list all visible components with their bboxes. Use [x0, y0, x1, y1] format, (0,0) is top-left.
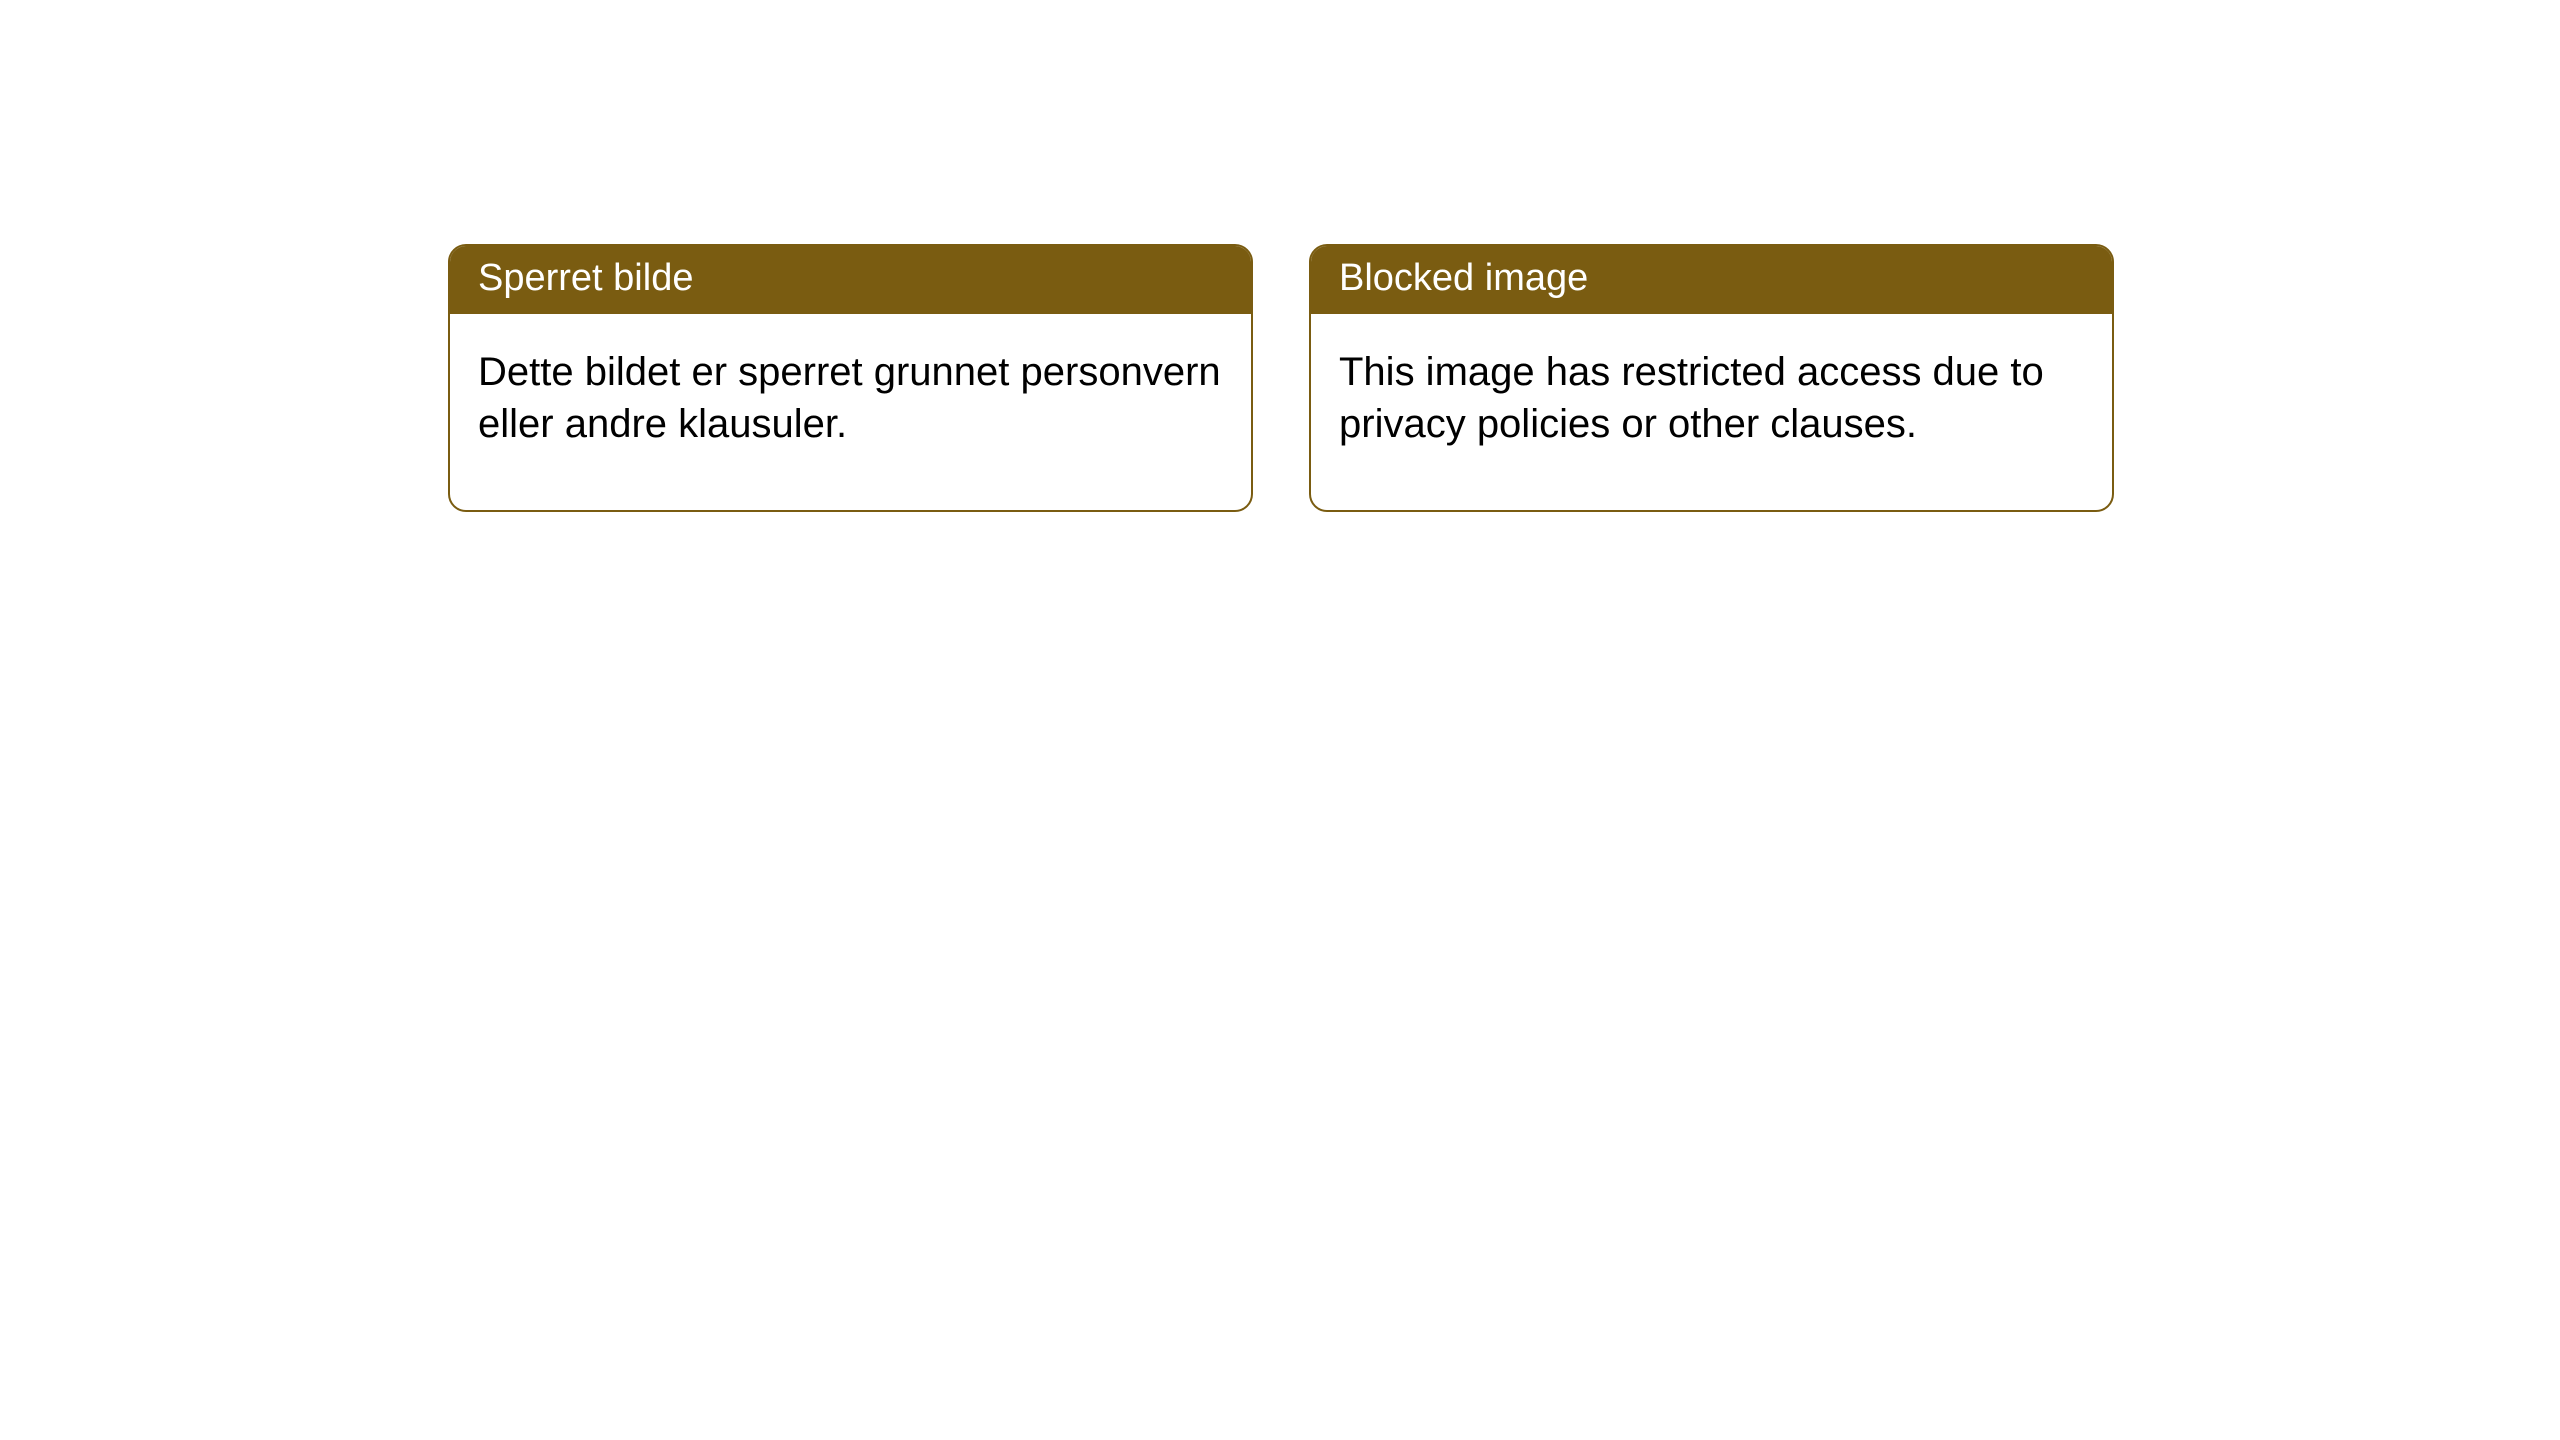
notice-body-english: This image has restricted access due to …	[1311, 314, 2112, 510]
notice-title-norwegian: Sperret bilde	[450, 246, 1251, 314]
notice-title-english: Blocked image	[1311, 246, 2112, 314]
notice-card-norwegian: Sperret bilde Dette bildet er sperret gr…	[448, 244, 1253, 512]
notice-body-norwegian: Dette bildet er sperret grunnet personve…	[450, 314, 1251, 510]
notice-container: Sperret bilde Dette bildet er sperret gr…	[0, 0, 2560, 512]
notice-card-english: Blocked image This image has restricted …	[1309, 244, 2114, 512]
